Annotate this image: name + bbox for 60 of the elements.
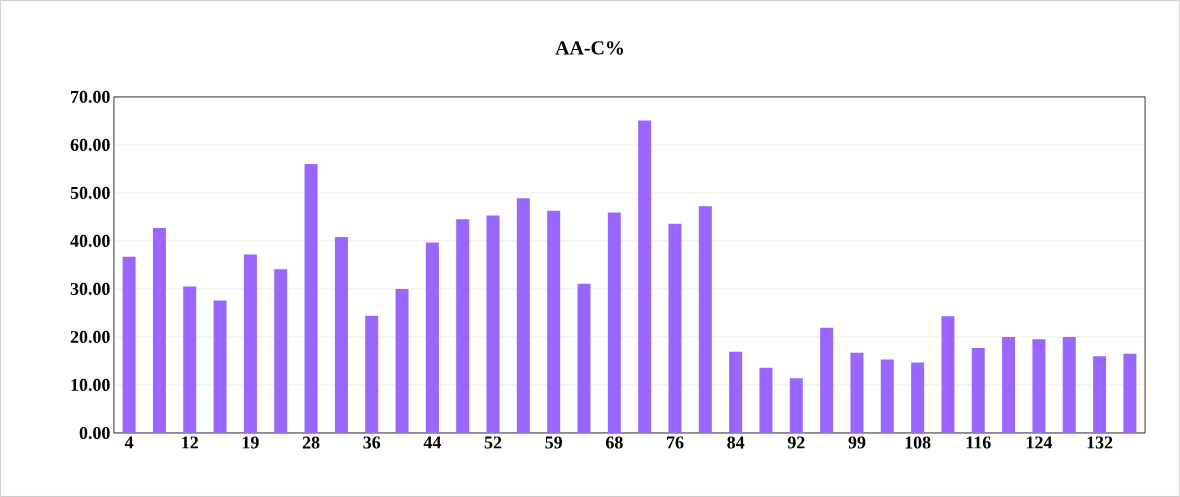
bar: [1062, 337, 1076, 434]
bar: [820, 327, 834, 434]
bar: [698, 206, 712, 434]
y-tick-label: 50.00: [70, 186, 110, 200]
bar: [334, 237, 348, 434]
x-tick-label: 4: [124, 436, 134, 449]
bar: [243, 254, 257, 434]
x-tick-label: 108: [905, 436, 931, 449]
bar: [1032, 339, 1046, 434]
bar: [365, 315, 379, 434]
x-tick-label: 84: [727, 436, 745, 449]
bar: [971, 348, 985, 434]
bar: [668, 223, 682, 434]
bar: [759, 367, 773, 434]
bar: [122, 256, 136, 434]
bar: [1093, 356, 1107, 434]
bar: [395, 289, 409, 434]
y-tick-label: 40.00: [70, 234, 110, 248]
x-tick-label: 132: [1087, 436, 1113, 449]
bar: [1123, 353, 1137, 434]
x-tick-label: 12: [182, 436, 198, 449]
bar: [638, 120, 652, 434]
y-tick-label: 60.00: [70, 138, 110, 152]
bar: [456, 219, 470, 434]
y-tick-label: 20.00: [70, 330, 110, 344]
y-tick-label: 10.00: [71, 378, 110, 392]
bar: [274, 269, 288, 434]
y-tick-label: 30.00: [70, 282, 110, 296]
y-tick-label: 70.00: [71, 90, 110, 104]
x-tick-label: 76: [667, 436, 684, 449]
bar: [486, 215, 500, 434]
bar: [577, 283, 591, 434]
bar: [911, 362, 925, 434]
x-tick-label: 44: [423, 436, 442, 449]
x-tick-label: 52: [484, 436, 502, 449]
bar: [304, 164, 318, 434]
bar: [789, 378, 803, 434]
bar: [941, 316, 955, 434]
bar: [547, 210, 561, 434]
bar: [880, 359, 894, 434]
bar: [1002, 337, 1016, 434]
x-tick-label: 68: [605, 436, 623, 449]
bar: [152, 228, 166, 434]
bar: [729, 351, 743, 434]
x-tick-label: 36: [363, 436, 381, 449]
y-tick-label: 0.00: [79, 426, 110, 440]
x-tick-label: 116: [966, 436, 991, 449]
x-tick-label: 19: [242, 436, 259, 449]
bar: [425, 242, 439, 434]
bar: [850, 352, 864, 434]
chart-title: AA-C%: [555, 41, 623, 55]
bar: [607, 212, 621, 434]
bar: [213, 300, 227, 434]
x-tick-label: 92: [787, 436, 805, 449]
x-tick-label: 59: [545, 436, 563, 449]
x-tick-label: 124: [1026, 436, 1053, 449]
bar: [183, 286, 197, 434]
x-tick-label: 99: [848, 436, 866, 449]
x-tick-label: 28: [302, 436, 320, 449]
bar: [516, 198, 530, 434]
